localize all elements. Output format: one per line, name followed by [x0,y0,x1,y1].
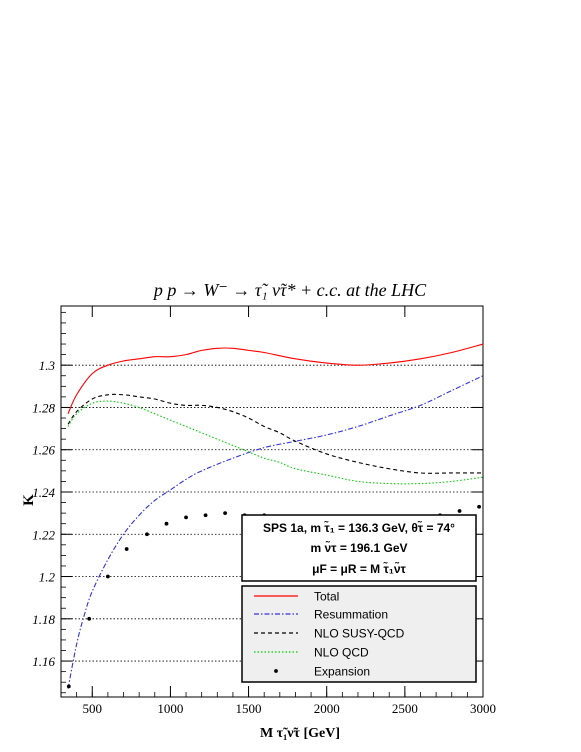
data-point [145,532,149,537]
legend-label-resummation: Resummation [314,608,388,622]
y-tick-label: 1.22 [32,527,55,542]
x-tick-label: 1500 [236,701,262,716]
data-point [66,684,71,689]
x-axis-ticks: 500 1000 1500 2000 2500 3000 [76,306,496,716]
x-axis-label: M τ̃₁ν̃τ [GeV] [260,726,340,741]
legend-label-nlo-qcd: NLO QCD [314,646,369,660]
x-tick-label: 1000 [157,701,183,716]
info-box: SPS 1a, m τ̃₁ = 136.3 GeV, θτ̃ = 74° m ν… [241,514,477,582]
data-point [105,574,110,579]
legend-label-expansion: Expansion [314,665,370,679]
y-tick-label: 1.3 [39,358,56,373]
data-point [477,504,481,509]
series-line-nlo-qcd [67,400,484,485]
data-point [223,511,228,516]
data-point [184,515,188,520]
legend-label-total: Total [314,590,339,604]
data-point [124,547,129,551]
info-box-line-1: SPS 1a, m τ̃₁ = 136.3 GeV, θτ̃ = 74° [263,520,455,535]
legend-marker-expansion [274,669,278,673]
x-tick-label: 2000 [314,701,340,716]
data-point [164,521,169,526]
legend: Total Resummation NLO SUSY-QCD NLO QCD Expan… [241,585,477,683]
data-point [457,509,462,513]
y-tick-label: 1.28 [32,400,55,415]
y-tick-label: 1.2 [39,570,56,585]
x-tick-label: 3000 [470,701,496,716]
y-tick-label: 1.16 [32,654,55,669]
data-point [87,616,92,621]
series-line-nlo-susy-qcd [67,393,483,474]
info-box-frame [241,514,477,582]
data-point [203,513,208,518]
y-tick-label: 1.24 [32,485,55,500]
info-box-line-3: μF = μR = M τ̃₁ν̃τ [312,561,406,576]
legend-frame [241,585,477,683]
info-box-line-2: m ν̃τ = 196.1 GeV [310,540,407,555]
legend-label-nlo-susy-qcd: NLO SUSY-QCD [314,627,405,641]
y-axis-label: K [21,494,37,506]
x-tick-label: 2500 [392,701,418,716]
y-tick-label: 1.18 [32,612,55,627]
chart-title: p p → W⁻ → τ̃₁ ν̃τ* + c.c. at the LHC [152,280,427,300]
series-line-total [67,343,484,415]
y-axis-ticks: 1.16 1.18 1.2 1.22 1.24 1.26 1.28 1.3 [32,311,483,694]
y-tick-label: 1.26 [32,443,55,458]
x-tick-label: 500 [83,701,103,716]
